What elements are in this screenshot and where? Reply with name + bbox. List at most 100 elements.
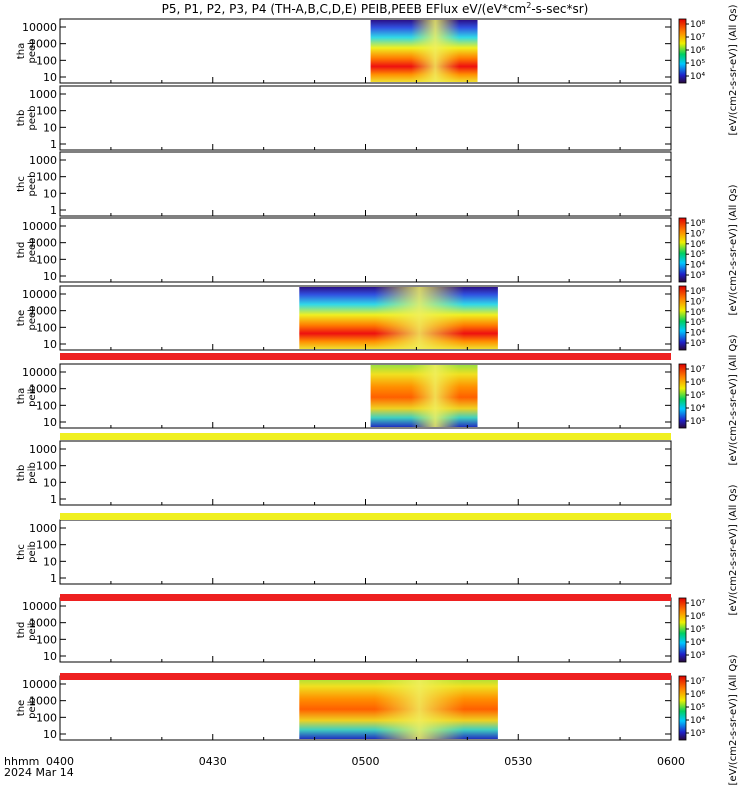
colorbar-tick-label: 10⁸ xyxy=(690,219,705,229)
colorbar-scale xyxy=(678,363,687,429)
colorbar-tick-label: 10³ xyxy=(690,339,705,349)
y-axis-label: thbpeeb xyxy=(16,106,38,131)
colorbar-label: [eV/(cm2-s-sr-eV)] (All Qs) xyxy=(728,654,739,785)
colorbar-scale xyxy=(678,675,687,741)
burst-region xyxy=(374,287,465,349)
colorbar-tick-label: 10⁷ xyxy=(690,297,705,307)
colorbar-tick-label: 10⁷ xyxy=(690,229,705,239)
separator-bar xyxy=(60,673,671,680)
colorbar-tick-label: 10⁴ xyxy=(690,716,705,726)
y-tick-label: 10000 xyxy=(22,288,57,301)
colorbar-tick-label: 10⁴ xyxy=(690,638,705,648)
y-tick-label: 10000 xyxy=(22,220,57,233)
y-tick-label: 100 xyxy=(36,171,57,184)
plot-title: P5, P1, P2, P3, P4 (TH-A,B,C,D,E) PEIB,P… xyxy=(162,1,589,16)
colorbar-scale xyxy=(678,285,687,351)
y-tick-label: 100 xyxy=(36,633,57,646)
y-tick-label: 100 xyxy=(36,54,57,67)
x-tick-label: 0430 xyxy=(199,755,227,768)
colorbar-tick-label: 10⁶ xyxy=(690,612,705,622)
y-tick-label: 1 xyxy=(50,493,57,506)
colorbar-tick-label: 10³ xyxy=(690,417,705,427)
panel-the-peib: 10000 1000 100 10 thepeib xyxy=(16,675,672,741)
colorbar-tick-label: 10⁵ xyxy=(690,59,705,69)
colorbar-tick-label: 10⁴ xyxy=(690,404,705,414)
y-tick-label: 10000 xyxy=(22,21,57,34)
x-tick-label: 0500 xyxy=(352,755,380,768)
y-axis-label: thapeeb xyxy=(16,39,38,64)
colorbar-scale xyxy=(678,18,687,84)
colorbar-tick-label: 10⁶ xyxy=(690,308,705,318)
panel-frame xyxy=(59,18,672,84)
y-tick-label: 1 xyxy=(50,572,57,585)
x-axis-label: hhmm xyxy=(4,755,39,768)
colorbar-tick-label: 10⁷ xyxy=(690,599,705,609)
y-tick-label: 100 xyxy=(36,321,57,334)
y-tick-label: 10 xyxy=(43,121,57,134)
panel-thb-peeb: 1000 100 10 1 thbpeeb xyxy=(16,85,672,151)
y-tick-label: 1000 xyxy=(29,522,57,535)
y-tick-label: 10 xyxy=(43,338,57,351)
panel-frame xyxy=(59,440,672,506)
burst-region xyxy=(411,365,460,427)
colorbar-tick-label: 10⁵ xyxy=(690,250,705,260)
y-tick-label: 10000 xyxy=(22,678,57,691)
panel-thb-peib: 1000 100 10 1 thbpeib xyxy=(16,440,672,506)
y-tick-label: 10 xyxy=(43,71,57,84)
y-tick-label: 1000 xyxy=(29,443,57,456)
colorbar-tick-label: 10³ xyxy=(690,271,705,281)
colorbar-tick-label: 10⁴ xyxy=(690,329,705,339)
colorbar-tick-label: 10⁶ xyxy=(690,690,705,700)
y-tick-label: 10 xyxy=(43,650,57,663)
y-axis-label: thapeib xyxy=(16,385,38,407)
colorbar-label: [eV/(cm2-s-sr-eV)] (All Qs) xyxy=(728,184,739,315)
panel-frame xyxy=(59,597,672,663)
colorbar-thd-peib: 10⁷ 10⁶ 10⁵ 10⁴ 10³ xyxy=(678,597,705,663)
panel-thd-peeb: 10000 1000 100 10 thdpeeb xyxy=(16,217,672,283)
burst-region xyxy=(411,20,460,82)
y-tick-label: 1000 xyxy=(29,88,57,101)
x-tick-label: 0530 xyxy=(504,755,532,768)
colorbar-tick-label: 10⁴ xyxy=(690,261,705,271)
separator-bar xyxy=(60,594,671,601)
y-tick-label: 10 xyxy=(43,270,57,283)
colorbar-tick-label: 10³ xyxy=(690,729,705,739)
panel-frame xyxy=(59,519,672,585)
panel-frame xyxy=(59,217,672,283)
y-axis-label: thbpeib xyxy=(16,462,38,484)
y-tick-label: 10 xyxy=(43,416,57,429)
color-bars: 10⁸10⁷10⁶10⁵10⁴10⁸10⁷10⁶10⁵10⁴10³10⁸10⁷1… xyxy=(678,4,739,785)
y-tick-label: 10000 xyxy=(22,366,57,379)
y-axis-label: thepeeb xyxy=(16,306,38,331)
y-tick-label: 1000 xyxy=(29,383,57,396)
panel-tha-peeb: 10000 1000 100 10 thapeeb xyxy=(16,18,672,84)
y-tick-label: 10 xyxy=(43,555,57,568)
panel-frame xyxy=(59,363,672,429)
colorbar-label: [eV/(cm2-s-sr-eV)] (All Qs) xyxy=(728,484,739,615)
y-tick-label: 1000 xyxy=(29,237,57,250)
x-tick-label: 0400 xyxy=(46,755,74,768)
y-tick-label: 100 xyxy=(36,539,57,552)
panel-tha-peib: 10000 1000 100 10 thapeib xyxy=(16,363,672,429)
y-tick-label: 10 xyxy=(43,187,57,200)
y-tick-label: 1000 xyxy=(29,617,57,630)
y-tick-label: 100 xyxy=(36,460,57,473)
colorbar-scale xyxy=(678,217,687,283)
panel-frame xyxy=(59,85,672,151)
burst-region xyxy=(374,677,465,739)
colorbar-tick-label: 10⁶ xyxy=(690,240,705,250)
colorbar-the-peib: 10⁷ 10⁶ 10⁵ 10⁴ 10³ xyxy=(678,675,705,741)
colorbar-tick-label: 10⁷ xyxy=(690,365,705,375)
panels: 10000 1000 100 10 thapeeb 1000 100 10 1 thbpeeb 10… xyxy=(16,18,672,741)
panel-thc-peeb: 1000 100 10 1 thcpeeb xyxy=(16,151,672,217)
y-tick-label: 1000 xyxy=(29,154,57,167)
colorbar-tick-label: 10⁴ xyxy=(690,72,705,82)
colorbar-tick-label: 10⁸ xyxy=(690,287,705,297)
y-tick-label: 10 xyxy=(43,728,57,741)
y-tick-label: 1000 xyxy=(29,695,57,708)
panel-the-peeb: 10000 1000 100 10 thepeeb xyxy=(16,285,672,351)
separator-bar xyxy=(60,353,671,360)
